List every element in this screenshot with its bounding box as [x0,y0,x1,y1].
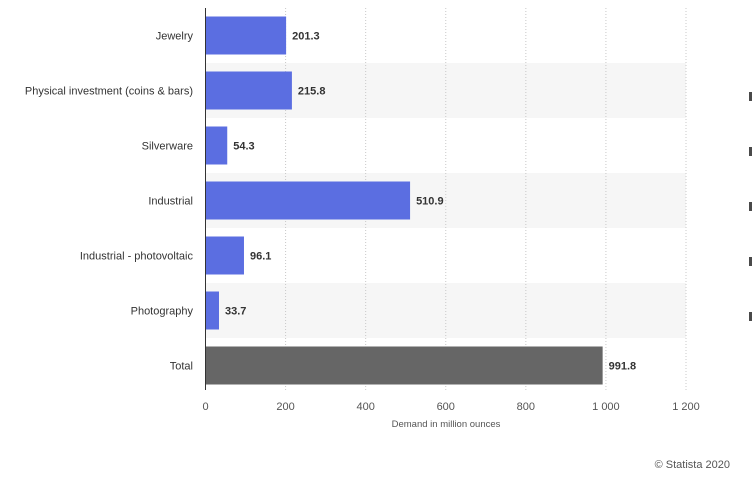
edge-tick-mark [749,147,752,156]
bar[interactable] [205,181,411,220]
x-tick-label: 200 [276,401,294,413]
bar[interactable] [205,71,292,110]
x-tick-label: 600 [437,401,455,413]
bar[interactable] [205,16,287,55]
edge-tick-mark [749,257,752,266]
bars [205,16,603,385]
bar-total[interactable] [205,346,603,385]
bar[interactable] [205,236,244,275]
x-tick-label: 1 000 [592,401,620,413]
x-tick-label: 800 [517,401,535,413]
x-axis-title: Demand in million ounces [392,419,501,430]
category-label: Photography [131,306,194,318]
value-label: 33.7 [225,306,246,318]
category-label: Physical investment (coins & bars) [25,86,193,98]
x-tick-label: 400 [356,401,374,413]
edge-tick-mark [749,312,752,321]
row-band [205,283,686,338]
statista-credit: © Statista 2020 [654,459,730,471]
category-label: Silverware [142,141,193,153]
x-tick-label: 1 200 [672,401,700,413]
edge-tick-mark [749,202,752,211]
value-label: 201.3 [292,31,320,43]
value-label: 991.8 [609,361,637,373]
value-label: 215.8 [298,86,326,98]
category-label: Industrial [148,196,193,208]
edge-tick-mark [749,92,752,101]
x-tick-label: 0 [202,401,208,413]
category-label: Jewelry [156,31,194,43]
value-label: 510.9 [416,196,444,208]
labels: Jewelry 201.3 Physical investment (coins &… [25,31,636,373]
bar[interactable] [205,126,228,165]
value-label: 54.3 [233,141,254,153]
category-label: Total [170,361,193,373]
bar[interactable] [205,291,219,330]
value-label: 96.1 [250,251,271,263]
x-axis-ticks: 0 200 400 600 800 1 000 1 200 [202,401,699,413]
category-label: Industrial - photovoltaic [80,251,194,263]
